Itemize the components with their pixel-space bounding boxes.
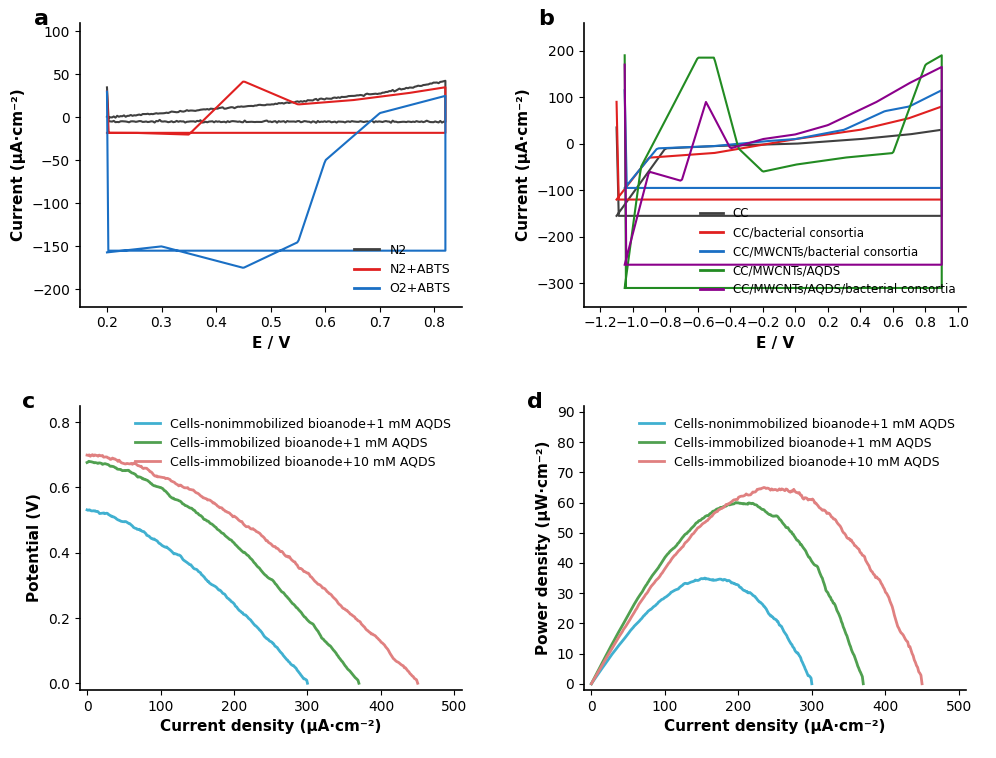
Text: a: a (34, 8, 49, 29)
Y-axis label: Power density (μW·cm⁻²): Power density (μW·cm⁻²) (536, 440, 551, 655)
Y-axis label: Current (μA·cm⁻²): Current (μA·cm⁻²) (516, 89, 531, 241)
X-axis label: Current density (μA·cm⁻²): Current density (μA·cm⁻²) (664, 719, 885, 734)
Legend: Cells-nonimmobilized bioanode+1 mM AQDS, Cells-immobilized bioanode+1 mM AQDS, C: Cells-nonimmobilized bioanode+1 mM AQDS,… (129, 412, 455, 474)
X-axis label: E / V: E / V (252, 336, 290, 351)
Text: c: c (22, 392, 36, 412)
X-axis label: E / V: E / V (756, 336, 794, 351)
Legend: N2, N2+ABTS, O2+ABTS: N2, N2+ABTS, O2+ABTS (350, 239, 455, 300)
Y-axis label: Potential (V): Potential (V) (28, 493, 43, 603)
Text: b: b (538, 8, 554, 29)
Y-axis label: Current (μA·cm⁻²): Current (μA·cm⁻²) (11, 89, 27, 241)
X-axis label: Current density (μA·cm⁻²): Current density (μA·cm⁻²) (160, 719, 381, 734)
Legend: CC, CC/bacterial consortia, CC/MWCNTs/bacterial consortia, CC/MWCNTs/AQDS, CC/MW: CC, CC/bacterial consortia, CC/MWCNTs/ba… (695, 202, 960, 301)
Legend: Cells-nonimmobilized bioanode+1 mM AQDS, Cells-immobilized bioanode+1 mM AQDS, C: Cells-nonimmobilized bioanode+1 mM AQDS,… (633, 412, 960, 474)
Text: d: d (527, 392, 543, 412)
